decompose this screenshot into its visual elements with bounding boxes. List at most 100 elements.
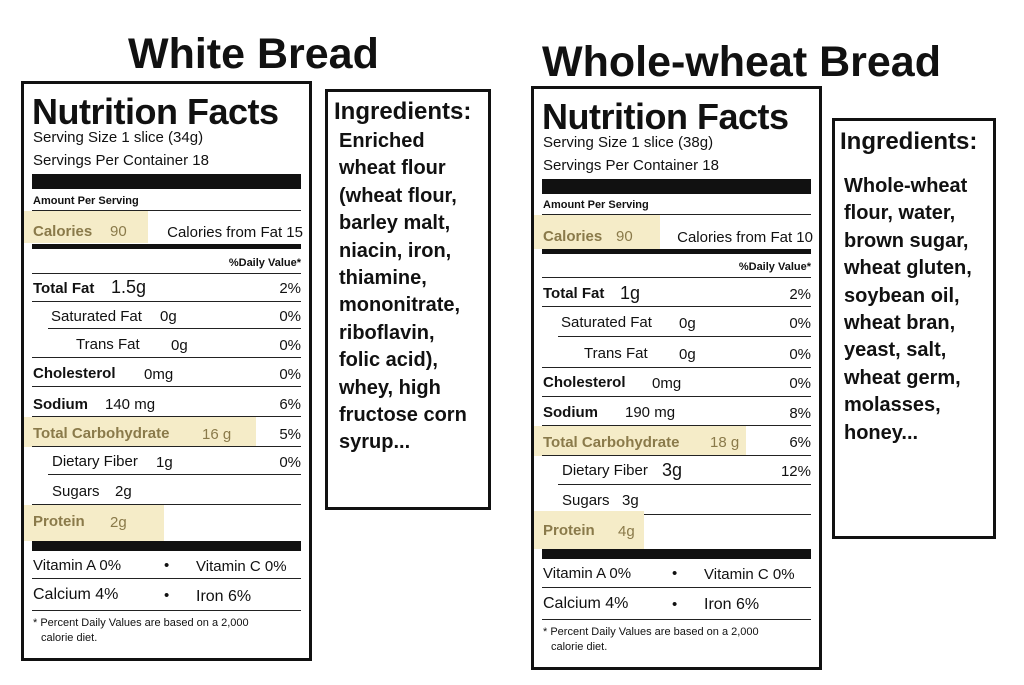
sugars-label: Sugars — [52, 483, 100, 500]
sodium-label: Sodium — [33, 396, 88, 413]
divider — [32, 210, 301, 211]
saturated-fat-label: Saturated Fat — [561, 314, 652, 331]
calories-label: Calories — [33, 223, 93, 240]
total-fat-label: Total Fat — [33, 280, 95, 297]
cholesterol-amount: 0mg — [144, 366, 174, 383]
divider — [542, 367, 811, 368]
sodium-dv: 6% — [279, 396, 301, 413]
total-fat-amount: 1.5g — [111, 277, 147, 297]
divider — [32, 301, 301, 302]
total-carbohydrate-dv: 6% — [789, 434, 811, 451]
trans-fat-amount: 0g — [679, 346, 696, 363]
thick-divider — [32, 541, 301, 551]
dietary-fiber-label: Dietary Fiber — [52, 453, 138, 470]
divider — [32, 273, 301, 274]
calcium: Calcium 4% — [543, 595, 629, 612]
dietary-fiber-dv: 0% — [279, 454, 301, 471]
divider — [542, 587, 811, 588]
footnote-line-2: calorie diet. — [551, 641, 608, 653]
footnote-line-1: * Percent Daily Values are based on a 2,… — [543, 626, 759, 638]
sodium-dv: 8% — [789, 405, 811, 422]
footnote-line-1: * Percent Daily Values are based on a 2,… — [33, 617, 249, 629]
bullet: • — [164, 587, 170, 604]
cholesterol-label: Cholesterol — [543, 374, 626, 391]
sugars-label: Sugars — [562, 492, 610, 509]
ingredients-text: Whole-wheat flour, water, brown sugar, w… — [844, 175, 972, 444]
iron: Iron 6% — [704, 596, 760, 613]
trans-fat-dv: 0% — [279, 337, 301, 354]
calories-label: Calories — [543, 228, 603, 245]
trans-fat-label: Trans Fat — [584, 345, 648, 362]
sodium-label: Sodium — [543, 404, 598, 421]
nutrition-facts-heading: Nutrition Facts — [542, 96, 789, 137]
thick-divider — [542, 179, 811, 194]
calories-from-fat: Calories from Fat 15 — [167, 224, 303, 241]
calories-highlight — [24, 211, 148, 243]
medium-divider — [32, 244, 301, 249]
sodium-amount: 140 mg — [105, 396, 156, 413]
vitamin-c: Vitamin C 0% — [704, 566, 795, 583]
sugars-amount: 3g — [622, 492, 639, 509]
whole-wheat-nutrition-label: Nutrition Facts Serving Size 1 slice (38… — [531, 86, 822, 670]
total-fat-label: Total Fat — [543, 285, 605, 302]
divider — [542, 514, 811, 515]
thick-divider — [542, 549, 811, 559]
carbohydrate-highlight — [24, 417, 256, 447]
white-ingredients-box: Ingredients: Enriched wheat flour (wheat… — [325, 89, 491, 510]
bullet: • — [672, 565, 678, 582]
dietary-fiber-amount: 3g — [662, 460, 683, 480]
divider — [48, 328, 301, 329]
divider — [32, 446, 301, 447]
protein-label: Protein — [543, 522, 595, 539]
amount-per-serving: Amount Per Serving — [33, 195, 139, 207]
divider — [32, 578, 301, 579]
divider — [542, 306, 811, 307]
trans-fat-amount: 0g — [171, 337, 188, 354]
thick-divider — [32, 174, 301, 189]
saturated-fat-dv: 0% — [279, 308, 301, 325]
cholesterol-dv: 0% — [789, 375, 811, 392]
dietary-fiber-label: Dietary Fiber — [562, 462, 648, 479]
sodium-amount: 190 mg — [625, 404, 676, 421]
nutrition-facts-heading: Nutrition Facts — [32, 91, 279, 132]
divider — [32, 504, 301, 505]
divider — [558, 336, 811, 337]
bullet: • — [672, 596, 678, 613]
total-carbohydrate-dv: 5% — [279, 426, 301, 443]
total-fat-amount: 1g — [620, 283, 641, 303]
divider — [542, 425, 811, 426]
divider — [32, 357, 301, 358]
serving-size: Serving Size 1 slice (38g) — [543, 134, 714, 151]
daily-value-header: %Daily Value* — [228, 257, 301, 269]
calories-value: 90 — [616, 228, 633, 245]
protein-label: Protein — [33, 513, 85, 530]
iron: Iron 6% — [196, 588, 252, 605]
footnote-line-2: calorie diet. — [41, 632, 98, 644]
ingredients-heading: Ingredients: — [334, 98, 472, 125]
medium-divider — [542, 249, 811, 254]
whole-wheat-ingredients-box: Ingredients: Whole-wheat flour, water, b… — [832, 118, 996, 539]
calories-from-fat: Calories from Fat 10 — [677, 229, 813, 246]
sugars-amount: 2g — [115, 483, 132, 500]
total-carbohydrate-amount: 18 g — [710, 434, 740, 451]
divider — [32, 386, 301, 387]
saturated-fat-amount: 0g — [679, 315, 696, 332]
total-fat-dv: 2% — [789, 286, 811, 303]
divider — [48, 474, 301, 475]
serving-size: Serving Size 1 slice (34g) — [33, 129, 204, 146]
protein-highlight — [24, 505, 164, 541]
daily-value-header: %Daily Value* — [738, 261, 811, 273]
amount-per-serving: Amount Per Serving — [543, 199, 649, 211]
dietary-fiber-dv: 12% — [780, 463, 811, 480]
protein-amount: 2g — [110, 514, 127, 531]
total-carbohydrate-label: Total Carbohydrate — [33, 425, 170, 442]
saturated-fat-amount: 0g — [160, 308, 177, 325]
bullet: • — [164, 557, 170, 574]
trans-fat-dv: 0% — [789, 346, 811, 363]
divider — [542, 396, 811, 397]
saturated-fat-label: Saturated Fat — [51, 308, 142, 325]
divider — [542, 619, 811, 620]
white-nutrition-label: Nutrition Facts Serving Size 1 slice (34… — [21, 81, 312, 661]
divider — [32, 416, 301, 417]
ingredients-text: Enriched wheat flour (wheat flour, barle… — [339, 130, 467, 454]
